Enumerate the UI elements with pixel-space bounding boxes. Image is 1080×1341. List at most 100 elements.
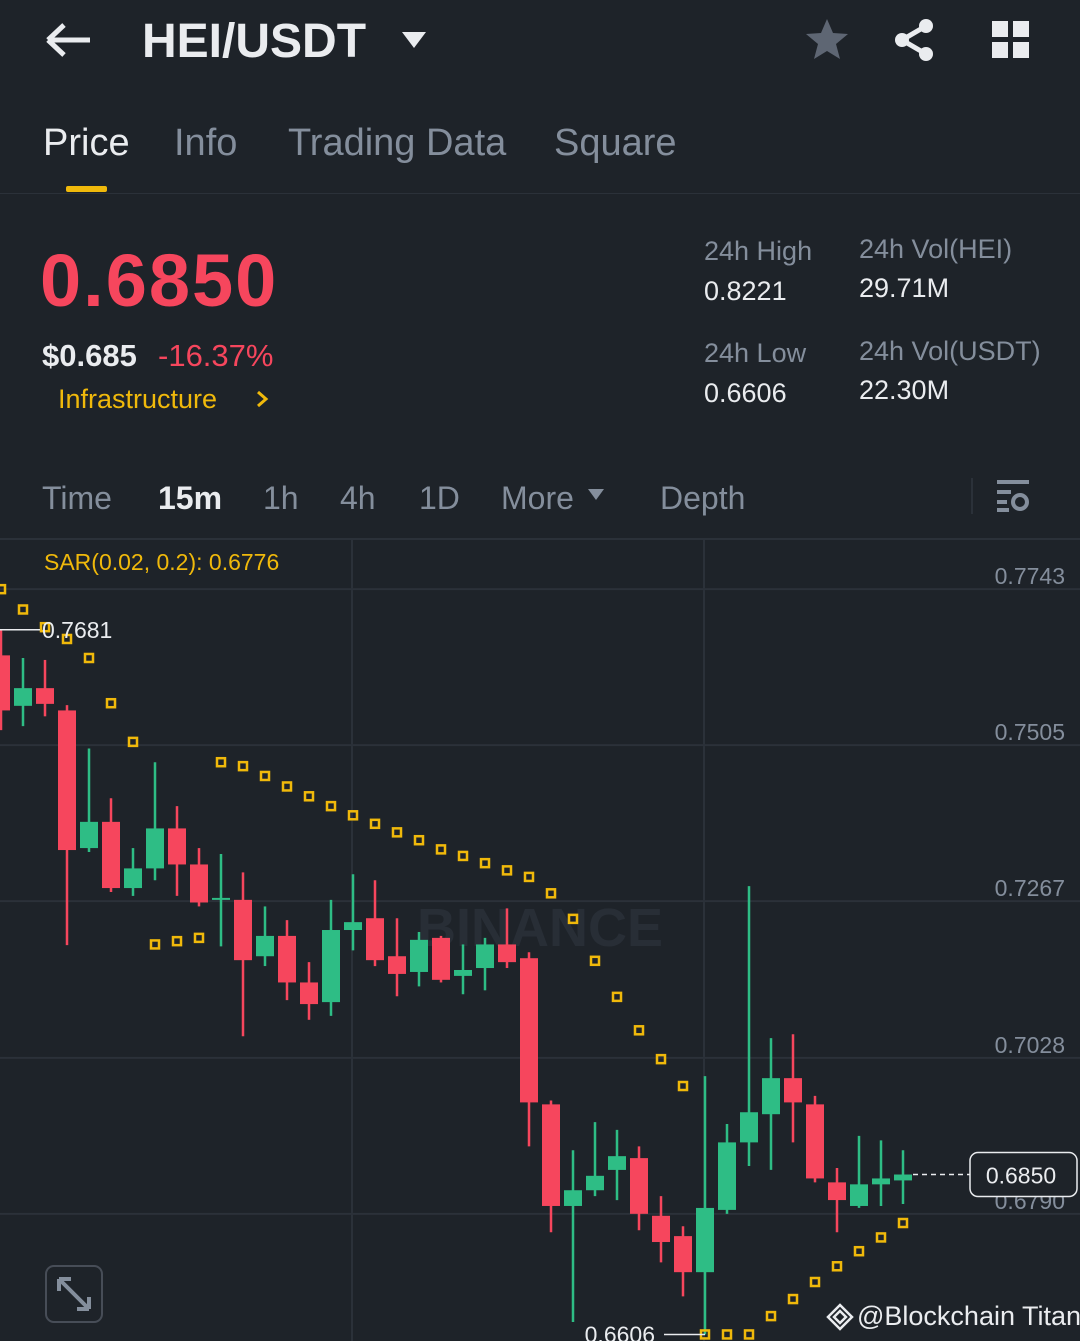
sar-dot: [457, 850, 469, 862]
candle-body: [850, 1184, 868, 1206]
divider: [0, 538, 1080, 540]
tag-chevron[interactable]: [255, 390, 269, 408]
last-price-box: [969, 1151, 1078, 1198]
sar-dot: [325, 800, 337, 812]
sar-dot: [523, 871, 535, 883]
sar-dot: [105, 697, 117, 709]
sar-dot: [171, 935, 183, 947]
y-tick-label: 0.7028: [995, 1032, 1065, 1058]
candle-body: [278, 935, 296, 983]
stat-value: 0.8221: [704, 276, 787, 306]
sar-dot: [413, 834, 425, 846]
interval[interactable]: 1h: [263, 480, 299, 516]
y-tick-label: 0.7743: [995, 563, 1065, 589]
interval[interactable]: Time: [42, 480, 112, 516]
candle-body: [124, 868, 142, 889]
sar-dot: [479, 857, 491, 869]
sar-dot: [17, 604, 29, 615]
candle-body: [608, 1156, 626, 1170]
sar-dot: [545, 888, 557, 899]
candle-body: [586, 1175, 604, 1191]
stat-value: 22.30M: [859, 375, 950, 405]
pair-title[interactable]: HEI/USDT: [142, 15, 367, 68]
candle-body: [762, 1078, 780, 1115]
sar-dot: [347, 810, 359, 821]
candle-body: [740, 1112, 758, 1143]
sar-dot: [765, 1310, 777, 1322]
candle-body: [300, 982, 318, 1005]
interval[interactable]: 15m: [158, 480, 223, 516]
candle-body: [432, 937, 450, 980]
candle-body: [366, 918, 384, 961]
more-dropdown[interactable]: [587, 488, 605, 502]
tab[interactable]: Price: [43, 122, 130, 164]
candle-body: [520, 958, 538, 1103]
back-button[interactable]: [44, 22, 94, 58]
sar-dot: [655, 1053, 667, 1065]
candle-body: [564, 1190, 582, 1206]
candle-body: [0, 655, 10, 711]
share-icon[interactable]: [892, 18, 938, 62]
sar-dot: [501, 865, 513, 876]
fullscreen-button[interactable]: [45, 1265, 103, 1323]
stat-label: 24h Low: [704, 338, 807, 368]
sar-dot: [875, 1232, 887, 1243]
candle-body: [256, 935, 274, 957]
tab[interactable]: Trading Data: [288, 122, 507, 164]
candle-body: [674, 1236, 692, 1273]
candle-body: [828, 1182, 846, 1201]
candle-body: [58, 710, 76, 851]
candle-body: [388, 956, 406, 974]
sector-tag[interactable]: Infrastructure: [58, 384, 218, 414]
handle-logo: [826, 1303, 854, 1331]
sar-dot: [677, 1080, 689, 1092]
candle-body: [410, 939, 428, 972]
interval[interactable]: More: [501, 480, 574, 516]
stat-label: 24h Vol(HEI): [859, 234, 1013, 264]
sar-dot: [809, 1276, 821, 1288]
candle-body: [806, 1104, 824, 1179]
last-price-label: 0.6850: [986, 1163, 1056, 1189]
candle-body: [344, 922, 362, 931]
last-price: 0.6850: [40, 239, 279, 322]
pair-dropdown[interactable]: [400, 30, 428, 50]
sar-dot: [435, 844, 447, 855]
sar-dot: [633, 1025, 645, 1036]
sar-dot: [127, 736, 139, 748]
price-change: -16.37%: [158, 338, 274, 373]
sar-dot: [391, 827, 403, 838]
interval[interactable]: Depth: [660, 480, 746, 516]
interval[interactable]: 1D: [419, 480, 460, 516]
interval[interactable]: 4h: [340, 480, 376, 516]
sar-dot: [281, 781, 293, 792]
low-label: 0.6606: [585, 1321, 655, 1341]
sar-dot: [193, 932, 205, 944]
chart-settings[interactable]: [995, 478, 1031, 514]
candle-body: [102, 821, 120, 889]
candle-body: [498, 944, 516, 963]
sar-dot: [369, 818, 381, 830]
grid-icon[interactable]: [991, 20, 1031, 60]
sar-dot: [831, 1261, 843, 1272]
tab[interactable]: Info: [174, 122, 238, 164]
sar-dot: [259, 770, 271, 782]
candle-body: [212, 897, 230, 900]
watermark-handle: @Blockchain Titan: [857, 1301, 1080, 1331]
favorite-icon[interactable]: [804, 17, 850, 61]
sar-dot: [853, 1245, 865, 1257]
y-tick-label: 0.7505: [995, 719, 1065, 745]
tab[interactable]: Square: [554, 122, 677, 164]
indicator-label: SAR(0.02, 0.2): 0.6776: [44, 549, 279, 575]
stat-value: 0.6606: [704, 378, 787, 408]
y-tick-label: 0.7267: [995, 875, 1065, 901]
sar-dot: [39, 621, 51, 633]
sar-dot: [611, 991, 623, 1003]
stat-label: 24h High: [704, 236, 813, 266]
divider: [0, 193, 1080, 194]
candle-body: [36, 688, 54, 704]
candle-body: [234, 899, 252, 961]
candle-body: [190, 864, 208, 903]
candle-body: [630, 1158, 648, 1214]
candle-body: [476, 944, 494, 969]
